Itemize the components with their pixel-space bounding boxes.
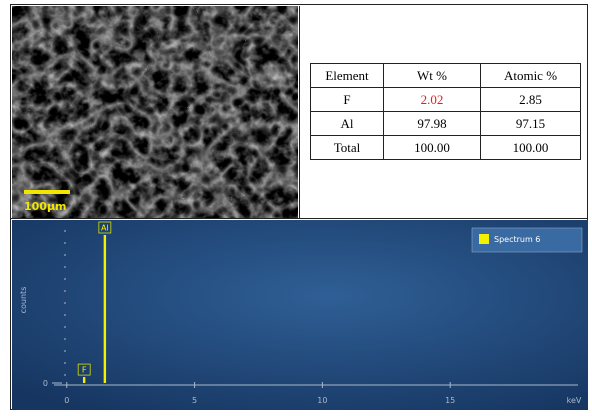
cell: 100.00 — [384, 136, 481, 160]
cell: 97.98 — [384, 112, 481, 136]
peak-label: F — [82, 366, 87, 375]
divider — [10, 218, 588, 219]
cell: 97.15 — [481, 112, 581, 136]
peak — [104, 235, 106, 383]
figure: 100µm Element Wt % Atomic % F 2.02 2.85 … — [0, 0, 592, 416]
header-cell: Atomic % — [481, 64, 581, 88]
table-row: Total 100.00 100.00 — [311, 136, 581, 160]
scale-bar — [24, 190, 70, 194]
cell: 100.00 — [481, 136, 581, 160]
x-tick-label: 10 — [317, 396, 327, 405]
y-axis-label: counts — [19, 287, 28, 314]
spectrum: counts keV Spectrum 6 0 5 10 15 0 F Al — [12, 220, 588, 410]
table-header: Element Wt % Atomic % — [311, 64, 581, 88]
peak-label: Al — [101, 224, 109, 233]
table-row: F 2.02 2.85 — [311, 88, 581, 112]
header-cell: Wt % — [384, 64, 481, 88]
cell: F — [311, 88, 384, 112]
divider — [299, 6, 300, 218]
x-tick-label: 5 — [192, 396, 197, 405]
composition-table: Element Wt % Atomic % F 2.02 2.85 Al 97.… — [310, 63, 581, 160]
cell: Total — [311, 136, 384, 160]
peak — [83, 377, 85, 383]
legend-swatch — [479, 234, 489, 244]
cell: 2.85 — [481, 88, 581, 112]
header-cell: Element — [311, 64, 384, 88]
cell: 2.02 — [384, 88, 481, 112]
sem-image: 100µm — [12, 6, 298, 218]
table-row: Al 97.98 97.15 — [311, 112, 581, 136]
legend-label[interactable]: Spectrum 6 — [494, 235, 540, 244]
cell: Al — [311, 112, 384, 136]
x-tick-label: 15 — [445, 396, 455, 405]
x-tick-label: 0 — [64, 396, 69, 405]
y-tick-label: 0 — [43, 379, 48, 388]
sem-ridges — [12, 6, 298, 218]
scale-label: 100µm — [24, 200, 67, 213]
x-axis-label: keV — [567, 396, 582, 405]
